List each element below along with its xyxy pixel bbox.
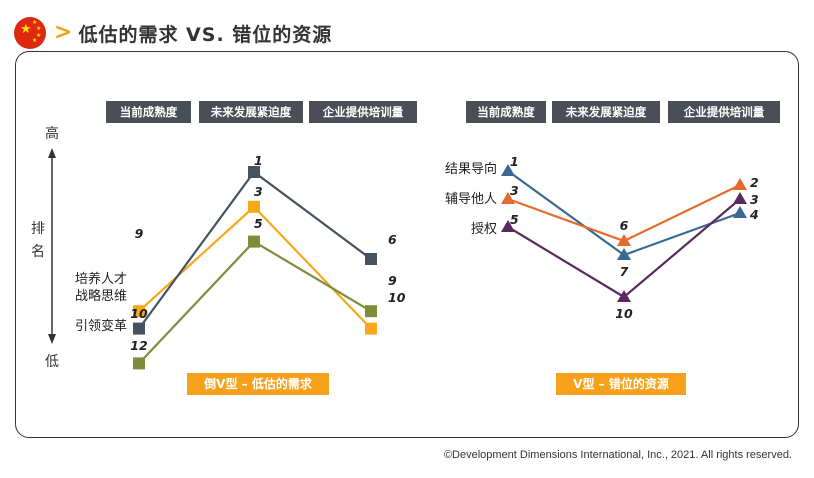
data-point-square [133,305,145,318]
axis-arrow-up-icon [48,148,56,158]
copyright-text: ©Development Dimensions International, I… [443,449,792,461]
data-label: 12 [130,338,147,353]
chart-caption-label: 倒V型 – 低估的需求 [203,376,313,391]
axis-arrow-down-icon [48,334,56,344]
data-point-triangle [501,192,515,204]
data-label: 9 [135,226,144,241]
category-header-label: 未来发展紧迫度 [210,105,292,119]
series-line [138,240,372,365]
category-header-box [106,101,191,123]
chart-caption-label: V型 – 错位的资源 [573,376,669,391]
data-point-square [248,200,260,213]
series-name-label: 辅导他人 [445,192,497,207]
chart-caption-box [556,373,686,395]
category-header-box [199,101,303,123]
series-name-label: 战略思维 [75,288,127,304]
data-label: 10 [615,306,633,321]
data-label: 2 [750,175,759,190]
data-label: 3 [750,192,759,207]
data-point-square [133,322,145,335]
data-point-triangle [501,220,515,232]
data-label: 6 [620,218,629,233]
series-name-label: 授权 [471,221,497,237]
chart-v: 当前成熟度 未来发展紧迫度 企业提供培训量 V型 – 错位的资源 1 7 4 结果导向 3 6 2 辅… [445,101,780,395]
data-label: 1 [254,153,263,168]
axis-title-char-2: 名 [31,244,45,260]
page-title: 低估的需求 VS. 错位的资源 [78,23,333,46]
axis-low-label: 低 [45,354,59,370]
data-point-triangle [733,178,747,190]
category-header-box [668,101,780,123]
china-flag-icon: ★ ★ ★ ★ ★ [14,17,46,49]
data-point-square [133,357,145,370]
category-header-label: 当前成熟度 [120,105,178,119]
axis-high-label: 高 [45,125,59,142]
data-label: 1 [510,154,519,169]
category-header-box [552,101,660,123]
data-label: 10 [388,290,406,305]
data-label: 3 [510,183,519,198]
category-header-box [309,101,417,123]
data-point-triangle [617,248,631,260]
category-header-label: 企业提供培训量 [683,105,765,119]
data-label: 3 [254,184,263,199]
chart-caption-box [187,373,329,395]
data-label: 10 [130,306,148,321]
data-point-square [365,305,377,318]
data-label: 4 [749,207,759,222]
series-name-label: 引领变革 [75,318,127,334]
chevron-right-icon: > [54,20,73,45]
series-name-label: 培养人才 [75,271,127,287]
category-header-label: 企业提供培训量 [322,105,404,119]
data-label: 5 [254,216,263,231]
data-point-square [248,166,260,178]
data-point-square [248,235,260,248]
data-label: 9 [388,273,397,288]
data-label: 6 [388,232,397,247]
data-point-triangle [733,206,747,218]
category-header-label: 未来发展紧迫度 [565,105,647,119]
series-name-label: 结果导向 [445,161,497,177]
data-point-square [365,322,377,335]
data-point-triangle [617,290,631,302]
chart-frame [15,51,799,438]
data-point-triangle [733,192,747,204]
category-header-label: 当前成熟度 [477,105,535,119]
data-point-triangle [617,234,631,246]
data-label: 5 [510,212,519,227]
category-header-box [466,101,546,123]
data-point-triangle [501,164,515,176]
data-point-square [365,253,377,265]
page-header: ★ ★ ★ ★ ★ > 低估的需求 VS. 错位的资源 [14,16,332,50]
axis-title-char-1: 排 [31,221,45,237]
data-label: 7 [620,264,629,279]
